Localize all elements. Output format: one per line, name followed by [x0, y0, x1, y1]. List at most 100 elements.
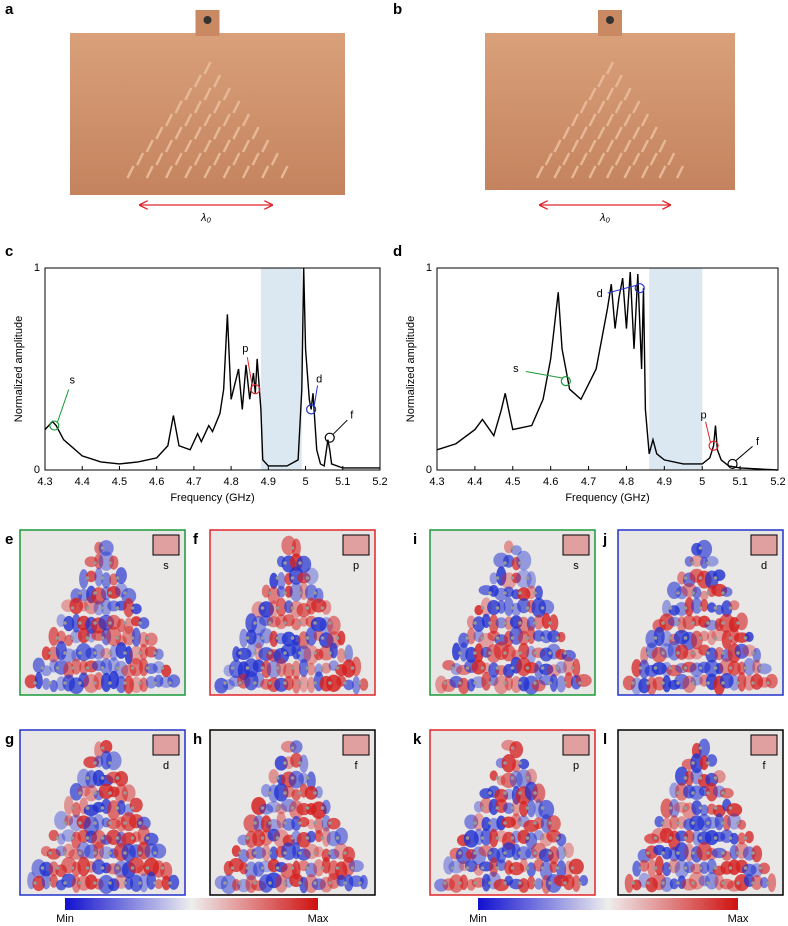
- post: [713, 866, 718, 870]
- post: [736, 681, 740, 685]
- post: [473, 651, 477, 655]
- post: [518, 561, 522, 565]
- rod: [222, 87, 231, 101]
- post: [245, 666, 250, 670]
- field-lobe: [744, 830, 754, 844]
- post: [518, 651, 522, 655]
- post: [268, 851, 272, 855]
- field-lobe: [49, 874, 58, 888]
- post: [138, 881, 142, 885]
- field-lobe: [139, 873, 149, 893]
- field-lobe: [305, 626, 317, 646]
- field-lobe: [105, 751, 122, 771]
- mode-label: f: [354, 760, 358, 772]
- field-lobe: [474, 643, 484, 663]
- post: [668, 666, 673, 670]
- rod: [203, 61, 212, 75]
- colorbar: [478, 898, 738, 910]
- post: [676, 881, 680, 885]
- post: [683, 576, 688, 580]
- field-lobe: [269, 846, 279, 861]
- post: [751, 851, 755, 855]
- inset: [562, 534, 590, 556]
- post: [298, 881, 302, 885]
- rod: [213, 100, 222, 114]
- post: [713, 636, 718, 640]
- field-lobe: [291, 660, 301, 680]
- post: [503, 791, 507, 795]
- field-lobe: [305, 862, 318, 878]
- colorbar: [65, 898, 318, 910]
- post: [305, 666, 310, 670]
- field-lobe: [123, 675, 134, 694]
- post: [518, 791, 522, 795]
- post: [290, 806, 295, 810]
- rod: [164, 165, 174, 179]
- rod: [640, 139, 650, 153]
- field-lobe: [168, 874, 180, 890]
- field-lobe: [117, 618, 126, 633]
- spectrum-line: [436, 271, 779, 471]
- y-tick-label: 0: [426, 464, 432, 476]
- post: [570, 666, 575, 670]
- field-lobe: [321, 826, 331, 847]
- field-lobe: [525, 585, 537, 599]
- post: [48, 651, 52, 655]
- post: [533, 791, 537, 795]
- post: [108, 561, 112, 565]
- post: [728, 866, 733, 870]
- post: [130, 606, 135, 610]
- rod: [658, 139, 667, 153]
- rod: [232, 126, 241, 140]
- post: [495, 606, 500, 610]
- post: [683, 606, 688, 610]
- mode-marker: [634, 283, 645, 294]
- field-lobe: [674, 842, 689, 862]
- field-lobe: [489, 857, 499, 877]
- field-lobe: [651, 647, 667, 663]
- post: [488, 591, 492, 595]
- field-lobe: [734, 643, 749, 659]
- post: [743, 666, 748, 670]
- field-lobe: [503, 802, 515, 814]
- rod: [579, 100, 588, 114]
- field-lobe: [562, 874, 575, 891]
- rod: [203, 165, 212, 179]
- field-lobe: [488, 614, 499, 635]
- post: [533, 821, 537, 825]
- post: [488, 791, 492, 795]
- x-tick-label: 4.6: [149, 476, 164, 488]
- field-lobe: [298, 816, 310, 828]
- post: [480, 866, 485, 870]
- leader: [525, 371, 563, 379]
- y-tick-label: 1: [34, 262, 40, 274]
- x-tick-label: 4.6: [543, 476, 558, 488]
- post: [510, 806, 515, 810]
- rod: [251, 126, 260, 140]
- colorbar-min: Min: [56, 913, 74, 925]
- rod: [232, 100, 241, 114]
- post: [115, 836, 120, 840]
- field-lobe: [452, 642, 461, 661]
- post: [458, 651, 462, 655]
- post: [503, 761, 507, 765]
- field-lobe: [326, 615, 341, 635]
- post: [533, 651, 537, 655]
- post: [488, 681, 492, 685]
- field-lobe: [690, 753, 704, 774]
- y-axis-label: Normalized amplitude: [13, 316, 25, 422]
- field-lobe: [306, 771, 316, 791]
- field-lobe: [321, 814, 331, 832]
- post: [268, 681, 272, 685]
- field-lobe: [737, 819, 747, 830]
- field-lobe: [759, 876, 769, 889]
- post: [63, 851, 67, 855]
- field-lobe: [253, 861, 265, 877]
- post: [260, 606, 265, 610]
- post: [480, 636, 485, 640]
- field-lobe: [304, 785, 318, 800]
- field-lobe: [100, 740, 113, 754]
- field-lobe: [489, 572, 498, 585]
- field-lobe: [504, 674, 513, 691]
- post: [85, 836, 90, 840]
